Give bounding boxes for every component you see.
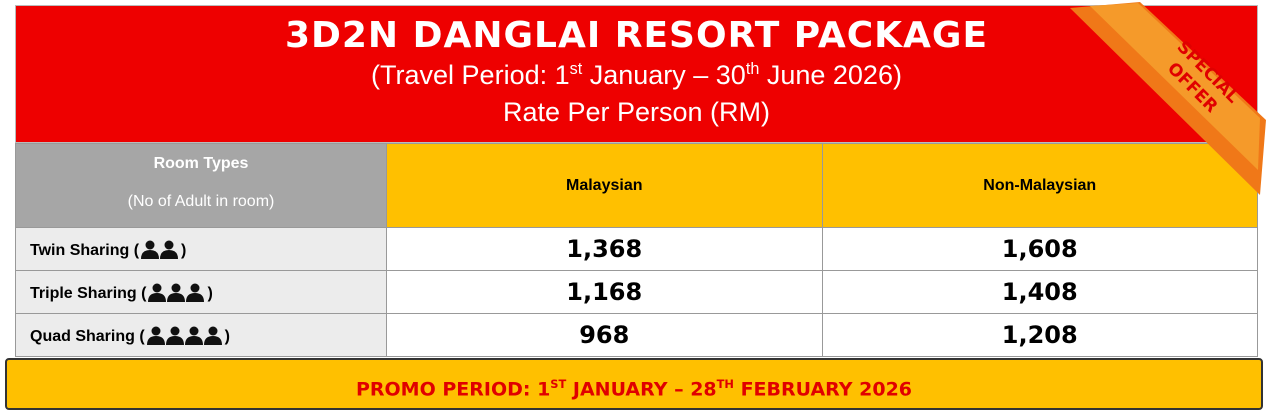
person-icons <box>146 326 222 345</box>
person-icon <box>203 335 222 345</box>
ribbon <box>1070 2 1266 195</box>
room-type-cell: Twin Sharing () <box>15 227 387 271</box>
text: Room Types <box>153 155 249 172</box>
room-type-cell: Triple Sharing () <box>15 270 387 314</box>
sup: TH <box>716 377 734 391</box>
title-banner: 3D2N DANGLAI RESORT PACKAGE (Travel Peri… <box>15 5 1258 143</box>
header-cell: Room Types (No of Adult in room) <box>15 143 387 228</box>
price: 1,208 <box>821 313 1258 357</box>
promo-bar: PROMO PERIOD: 1ST JANUARY – 28TH FEBRUAR… <box>5 358 1263 410</box>
person-icon <box>152 283 162 292</box>
text: PROMO PERIOD: 1 <box>355 378 551 401</box>
paren: ) <box>207 284 213 302</box>
room-type: Triple Sharing ( <box>30 284 147 302</box>
person-icon <box>189 326 199 335</box>
rate-table: Room Types (No of Adult in room) Malaysia… <box>15 143 1258 357</box>
price: 968 <box>386 313 823 357</box>
person-icon <box>160 249 179 259</box>
paren: ) <box>224 327 230 345</box>
price: 1,608 <box>821 227 1258 271</box>
header-cell: Malaysian <box>386 143 823 228</box>
person-icon <box>171 283 181 292</box>
sup: st <box>569 60 583 78</box>
person-icon <box>151 326 161 335</box>
header-row: Room Types (No of Adult in room) Malaysia… <box>15 143 1258 228</box>
title: 3D2N DANGLAI RESORT PACKAGE <box>284 15 989 56</box>
room-type-cell: Quad Sharing () <box>15 313 387 357</box>
person-icon <box>141 249 160 259</box>
row: Triple Sharing () 1,168 1,408 <box>15 270 1258 314</box>
person-icon <box>208 326 218 335</box>
person-icons <box>148 283 205 302</box>
rate-line: Rate Per Person (RM) <box>502 97 771 127</box>
person-icon <box>146 335 165 345</box>
person-icon <box>190 283 200 292</box>
text: June 2026) <box>759 60 902 90</box>
header-cell: Non-Malaysian <box>821 143 1258 228</box>
person-icon <box>148 292 167 302</box>
special-offer-badge: SPECIAL OFFER <box>1070 2 1266 195</box>
price: 1,368 <box>386 227 823 271</box>
room-type: Twin Sharing ( <box>30 241 140 259</box>
text: JANUARY – 28 <box>566 378 717 401</box>
row: Twin Sharing () 1,368 1,608 <box>15 227 1258 271</box>
person-icon <box>170 326 180 335</box>
ribbon-shine <box>1090 3 1260 170</box>
person-icon <box>184 335 203 345</box>
row: Quad Sharing () 968 1,208 <box>15 313 1258 357</box>
text: FEBRUARY 2026 <box>733 378 913 401</box>
person-icon <box>145 240 155 249</box>
paren: ) <box>181 241 187 259</box>
sup: ST <box>550 377 567 391</box>
text: (No of Adult in room) <box>127 193 275 210</box>
person-icon <box>164 240 174 249</box>
room-type: Quad Sharing ( <box>30 327 145 345</box>
text: January – 30 <box>582 60 746 90</box>
sup: th <box>745 60 760 78</box>
price: 1,168 <box>386 270 823 314</box>
price: 1,408 <box>821 270 1258 314</box>
person-icons <box>141 240 179 259</box>
text: (Travel Period: 1 <box>371 60 570 90</box>
subtitle: (Travel Period: 1st January – 30th June … <box>16 60 1257 91</box>
package-card: 3D2N DANGLAI RESORT PACKAGE (Travel Peri… <box>15 5 1258 357</box>
person-icon <box>165 335 184 345</box>
person-icon <box>167 292 186 302</box>
person-icon <box>186 292 205 302</box>
